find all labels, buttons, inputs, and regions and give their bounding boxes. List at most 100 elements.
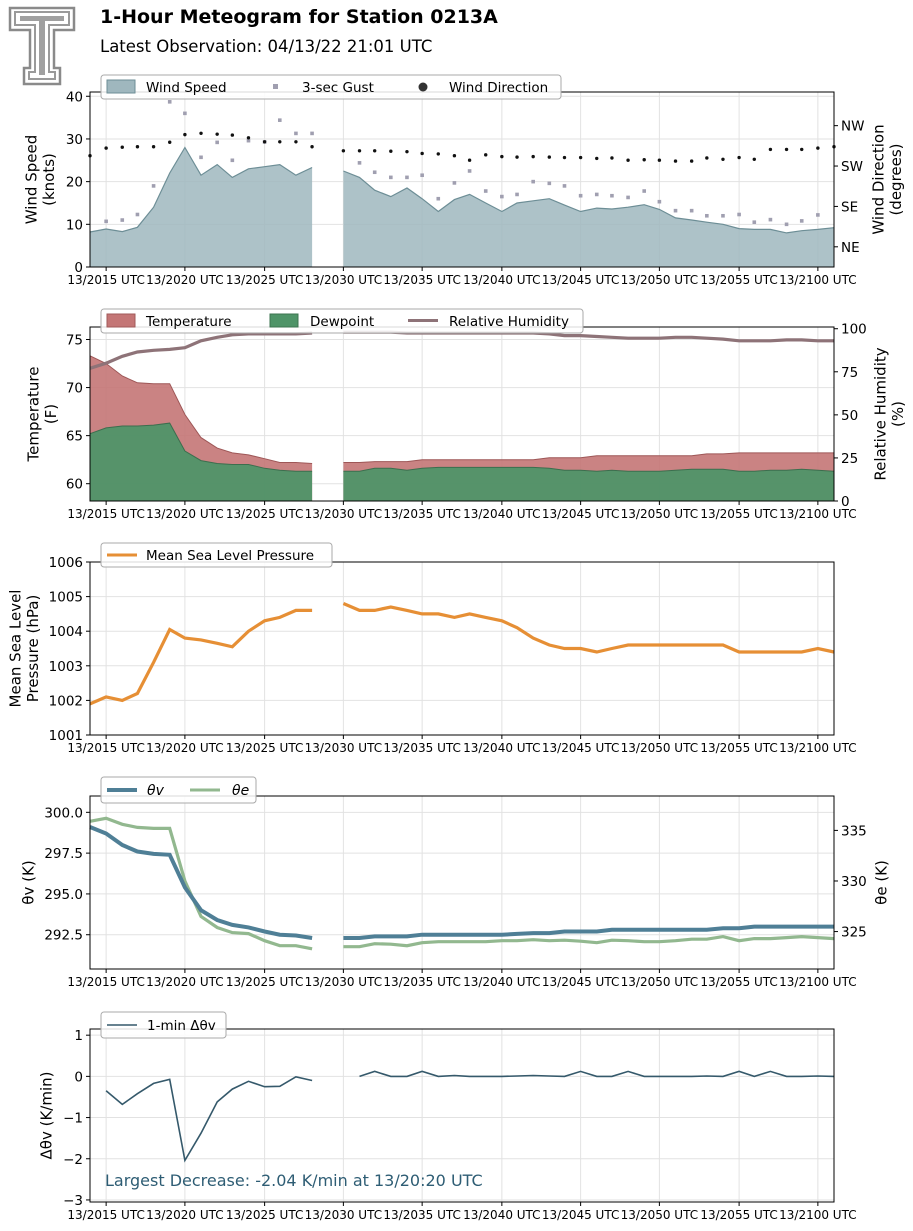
gust-point xyxy=(799,219,804,223)
gust-point xyxy=(452,181,457,185)
direction-point xyxy=(294,140,298,144)
direction-point xyxy=(389,149,393,153)
x-tick-label: 13/2100 UTC xyxy=(779,741,856,755)
pressure-legend: Mean Sea Level Pressure xyxy=(100,542,333,568)
direction-point xyxy=(372,149,377,153)
direction-point xyxy=(436,152,440,156)
gust-point xyxy=(294,131,298,136)
direction-point xyxy=(721,157,725,162)
y-tick-label: 60 xyxy=(66,477,83,493)
direction-point xyxy=(737,155,741,160)
wind-speed-line xyxy=(89,146,313,233)
direction-point xyxy=(578,155,583,160)
legend-label-temperature: Temperature xyxy=(145,314,232,330)
plot-frame xyxy=(89,1028,835,1203)
y-tick-label: 1005 xyxy=(49,590,83,606)
theta-panel: 292.5 295.0 297.5 300.0 325 330 335 13/2015 UTC… xyxy=(19,795,890,989)
direction-point xyxy=(673,159,678,163)
x-tick-label: 13/2015 UTC xyxy=(67,507,144,521)
gust-point xyxy=(483,189,488,193)
legend-label-wind-speed: Wind Speed xyxy=(146,80,227,96)
x-tick-label: 13/2050 UTC xyxy=(621,975,698,989)
x-tick-label: 13/2025 UTC xyxy=(226,975,303,989)
gust-point xyxy=(135,212,140,217)
direction-point xyxy=(784,147,789,152)
direction-point xyxy=(531,154,535,159)
y2-tick-label: 100 xyxy=(841,322,867,338)
x-tick-label: 13/2015 UTC xyxy=(67,1208,144,1222)
direction-point xyxy=(135,145,140,149)
gust-point xyxy=(277,118,282,122)
legend-label-direction: Wind Direction xyxy=(449,80,548,96)
dewpoint-area xyxy=(90,423,313,501)
direction-point xyxy=(515,155,519,159)
direction-point xyxy=(246,136,251,140)
gust-point xyxy=(816,213,820,217)
gust-point xyxy=(246,138,251,143)
x-tick-label: 13/2025 UTC xyxy=(226,1208,303,1222)
x-tick-label: 13/2040 UTC xyxy=(463,273,540,287)
x-tick-label: 13/2035 UTC xyxy=(383,273,460,287)
x-tick-label: 13/2035 UTC xyxy=(383,1208,460,1222)
temperature-line xyxy=(343,452,834,463)
direction-point xyxy=(752,157,756,162)
svg-text:θe (K): θe (K) xyxy=(872,860,890,905)
svg-text:(F): (F) xyxy=(42,404,60,424)
gust-point xyxy=(673,208,678,213)
gust-point xyxy=(642,189,647,193)
y2-tick-label: 330 xyxy=(841,874,867,890)
x-tick-label: 13/2040 UTC xyxy=(463,975,540,989)
x-tick-label: 13/2035 UTC xyxy=(383,975,460,989)
x-tick-label: 13/2100 UTC xyxy=(779,273,856,287)
x-tick-label: 13/2045 UTC xyxy=(542,741,619,755)
pressure-axis-label: Mean Sea Level Pressure (hPa) xyxy=(6,590,42,708)
wind-speed-line xyxy=(343,170,835,234)
x-tick-label: 13/2030 UTC xyxy=(305,507,382,521)
y-tick-label: 1001 xyxy=(49,728,83,744)
svg-text:Mean Sea Level: Mean Sea Level xyxy=(6,590,24,708)
gust-point xyxy=(467,169,472,173)
dtheta-line xyxy=(105,1075,313,1163)
page-subtitle: Latest Observation: 04/13/22 21:01 UTC xyxy=(100,37,432,56)
y-tick-label: 0 xyxy=(74,260,83,276)
theta-v-line xyxy=(343,924,834,940)
legend-label-gust: 3-sec Gust xyxy=(302,80,374,96)
x-tick-label: 13/2020 UTC xyxy=(146,507,223,521)
x-tick-label: 13/2045 UTC xyxy=(542,273,619,287)
direction-point xyxy=(262,140,267,144)
y-tick-label: 297.5 xyxy=(44,846,83,862)
direction-point xyxy=(215,132,219,136)
direction-point xyxy=(562,155,567,160)
x-tick-label: 13/2055 UTC xyxy=(700,507,777,521)
x-tick-label: 13/2040 UTC xyxy=(463,1208,540,1222)
y-tick-label: 292.5 xyxy=(44,928,83,944)
gust-point xyxy=(705,213,709,218)
x-tick-label: 13/2040 UTC xyxy=(463,507,540,521)
legend-swatch-direction xyxy=(418,82,428,92)
x-tick-label: 13/2025 UTC xyxy=(226,507,303,521)
x-tick-label: 13/2030 UTC xyxy=(305,273,382,287)
svg-text:Pressure (hPa): Pressure (hPa) xyxy=(24,595,42,703)
direction-point xyxy=(452,154,457,158)
relative-humidity-axis-label: Relative Humidity (%) xyxy=(871,347,907,480)
y2-tick-label: 50 xyxy=(841,408,858,424)
gust-point xyxy=(310,131,314,136)
pressure-line xyxy=(342,602,835,654)
direction-point xyxy=(151,145,156,149)
theta-v-line xyxy=(89,825,313,940)
plot-frame xyxy=(89,795,835,970)
direction-point xyxy=(547,155,552,159)
svg-text:(degrees): (degrees) xyxy=(887,143,905,215)
legend-swatch-gust xyxy=(273,84,278,89)
gust-point xyxy=(183,111,187,116)
y2-tick-label: 75 xyxy=(841,365,858,381)
x-tick-label: 13/2050 UTC xyxy=(621,507,698,521)
dewpoint-line xyxy=(89,422,313,472)
gust-point xyxy=(167,100,172,104)
x-tick-label: 13/2020 UTC xyxy=(146,273,223,287)
direction-point xyxy=(484,153,488,157)
direction-point xyxy=(310,145,314,149)
wind-direction-axis-label: Wind Direction (degrees) xyxy=(869,124,905,234)
